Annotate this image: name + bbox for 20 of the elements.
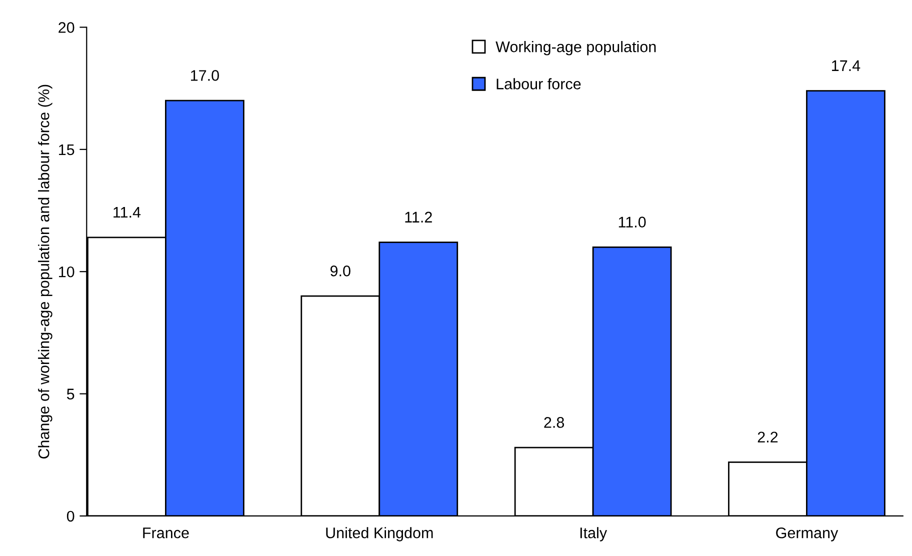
x-tick-label: France: [143, 528, 189, 538]
legend-label: Working-age population: [496, 40, 656, 56]
y-tick-label: 0: [66, 510, 74, 522]
y-tick-label: 10: [59, 266, 74, 278]
data-label: 9.0: [330, 266, 350, 276]
y-tick-label: 15: [59, 144, 74, 156]
data-label: 11.2: [405, 212, 432, 222]
data-label: 17.0: [190, 70, 219, 81]
y-axis-title: Change of working-age population and labour force (%): [38, 84, 52, 459]
y-tick-label: 20: [58, 22, 74, 33]
data-label: 11.0: [618, 216, 646, 228]
data-label: 17.4: [832, 60, 860, 71]
x-tick-label: Italy: [580, 527, 608, 542]
x-tick-label: Germany: [776, 527, 838, 542]
data-label: 11.4: [114, 207, 141, 218]
y-tick-label: 5: [66, 388, 74, 400]
legend-label: Labour force: [496, 78, 581, 90]
data-label: 2.2: [758, 432, 778, 442]
data-label: 2.8: [544, 417, 564, 428]
x-tick-label: United Kingdom: [326, 527, 433, 542]
